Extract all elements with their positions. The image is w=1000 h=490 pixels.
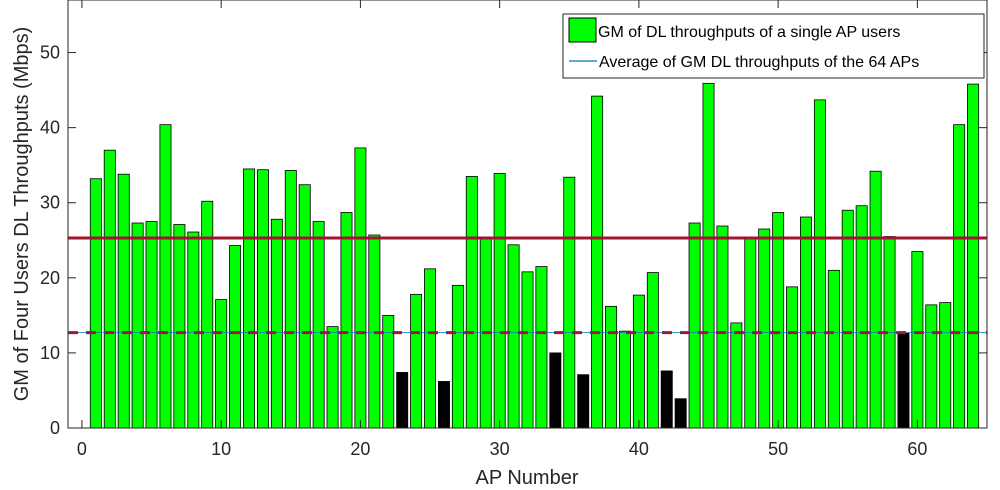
bar — [201, 200, 214, 429]
x-tick-label: 10 — [211, 439, 231, 459]
bar — [354, 147, 367, 429]
bar — [159, 124, 172, 429]
bar — [340, 212, 353, 429]
bar — [89, 178, 102, 429]
bar — [451, 284, 464, 429]
bar — [702, 82, 715, 429]
bar — [939, 302, 952, 429]
y-tick-label: 20 — [40, 268, 60, 288]
bar — [660, 370, 673, 429]
x-tick-label: 0 — [77, 439, 87, 459]
x-tick-label: 20 — [350, 439, 370, 459]
bar — [632, 294, 645, 429]
bar — [437, 381, 450, 429]
x-axis-label: AP Number — [475, 467, 578, 489]
bar — [298, 184, 311, 429]
bar — [103, 149, 116, 429]
bar — [326, 326, 339, 429]
bar — [563, 176, 576, 429]
bar — [521, 271, 534, 429]
bar — [493, 173, 506, 429]
bar — [813, 99, 826, 429]
legend-line-label: Average of GM DL throughputs of the 64 A… — [599, 54, 919, 71]
bar — [577, 374, 590, 429]
bar — [772, 212, 785, 429]
bar — [312, 221, 325, 429]
y-axis-label: GM of Four Users DL Throughputs (Mbps) — [11, 27, 33, 402]
legend-bars-label: GM of DL throughputs of a single AP user… — [598, 24, 900, 41]
bar — [758, 228, 771, 429]
bar — [131, 222, 144, 429]
legend-bar-swatch — [568, 17, 597, 43]
bar — [243, 168, 255, 429]
bar — [967, 83, 980, 429]
bar — [145, 221, 158, 429]
legend-box — [562, 13, 985, 79]
bar — [465, 176, 478, 429]
axes-group — [67, 0, 988, 429]
bar — [424, 268, 436, 429]
bar — [800, 216, 812, 429]
y-tick-label: 40 — [40, 118, 60, 138]
bar — [674, 398, 687, 429]
bar — [841, 209, 854, 429]
bar — [284, 170, 297, 429]
ticks-group: 0 10 20 30 40 50 60 0 10 20 30 40 50 — [40, 0, 987, 459]
bar — [507, 244, 520, 429]
bar — [270, 218, 283, 429]
bar — [716, 225, 729, 429]
y-tick-label: 10 — [40, 343, 60, 363]
bar — [619, 330, 631, 429]
bar — [173, 224, 186, 429]
bar — [396, 372, 409, 429]
x-tick-label: 60 — [907, 439, 927, 459]
bar — [925, 304, 938, 429]
bar — [605, 305, 618, 429]
bar — [646, 272, 659, 429]
bar — [535, 266, 548, 429]
plot-frame — [67, 0, 988, 429]
bar — [256, 169, 269, 429]
bar — [410, 293, 423, 429]
y-tick-label: 0 — [50, 418, 60, 438]
x-tick-label: 50 — [768, 439, 788, 459]
bar — [911, 251, 924, 429]
x-tick-label: 30 — [490, 439, 510, 459]
bar — [730, 322, 743, 429]
bar — [688, 222, 701, 429]
bar — [591, 95, 604, 429]
y-tick-label: 30 — [40, 193, 60, 213]
bar — [897, 332, 910, 429]
bar — [229, 245, 242, 429]
bar — [869, 170, 882, 429]
reference-lines-group — [68, 236, 987, 335]
legend: GM of DL throughputs of a single AP user… — [562, 13, 985, 79]
bar — [187, 231, 200, 429]
bar — [786, 286, 799, 429]
bar — [215, 299, 228, 429]
bar — [827, 269, 840, 429]
x-tick-label: 40 — [629, 439, 649, 459]
y-tick-label: 50 — [40, 43, 60, 63]
bar — [117, 173, 130, 429]
bar — [549, 352, 562, 429]
bar — [953, 124, 966, 429]
